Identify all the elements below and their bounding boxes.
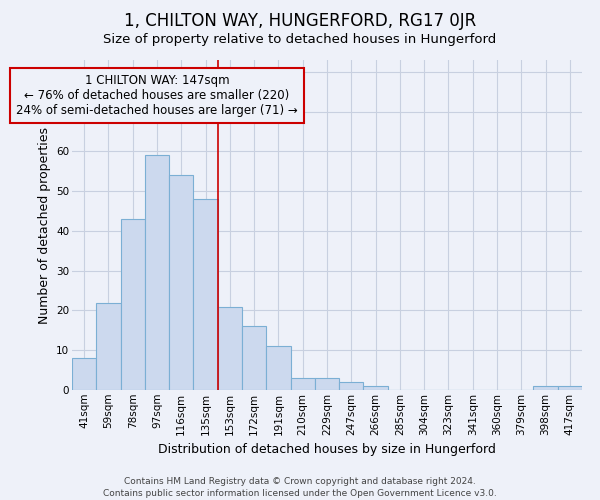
Bar bbox=[339, 382, 364, 390]
Bar bbox=[242, 326, 266, 390]
Bar bbox=[145, 156, 169, 390]
Text: Contains HM Land Registry data © Crown copyright and database right 2024.
Contai: Contains HM Land Registry data © Crown c… bbox=[103, 476, 497, 498]
Y-axis label: Number of detached properties: Number of detached properties bbox=[38, 126, 50, 324]
Bar bbox=[266, 346, 290, 390]
Bar bbox=[169, 176, 193, 390]
Bar bbox=[121, 219, 145, 390]
Bar bbox=[96, 302, 121, 390]
Bar bbox=[533, 386, 558, 390]
Text: 1, CHILTON WAY, HUNGERFORD, RG17 0JR: 1, CHILTON WAY, HUNGERFORD, RG17 0JR bbox=[124, 12, 476, 30]
Bar bbox=[364, 386, 388, 390]
X-axis label: Distribution of detached houses by size in Hungerford: Distribution of detached houses by size … bbox=[158, 443, 496, 456]
Bar bbox=[218, 306, 242, 390]
Bar bbox=[315, 378, 339, 390]
Bar bbox=[558, 386, 582, 390]
Bar bbox=[193, 199, 218, 390]
Text: 1 CHILTON WAY: 147sqm
← 76% of detached houses are smaller (220)
24% of semi-det: 1 CHILTON WAY: 147sqm ← 76% of detached … bbox=[16, 74, 298, 117]
Text: Size of property relative to detached houses in Hungerford: Size of property relative to detached ho… bbox=[103, 32, 497, 46]
Bar bbox=[72, 358, 96, 390]
Bar bbox=[290, 378, 315, 390]
